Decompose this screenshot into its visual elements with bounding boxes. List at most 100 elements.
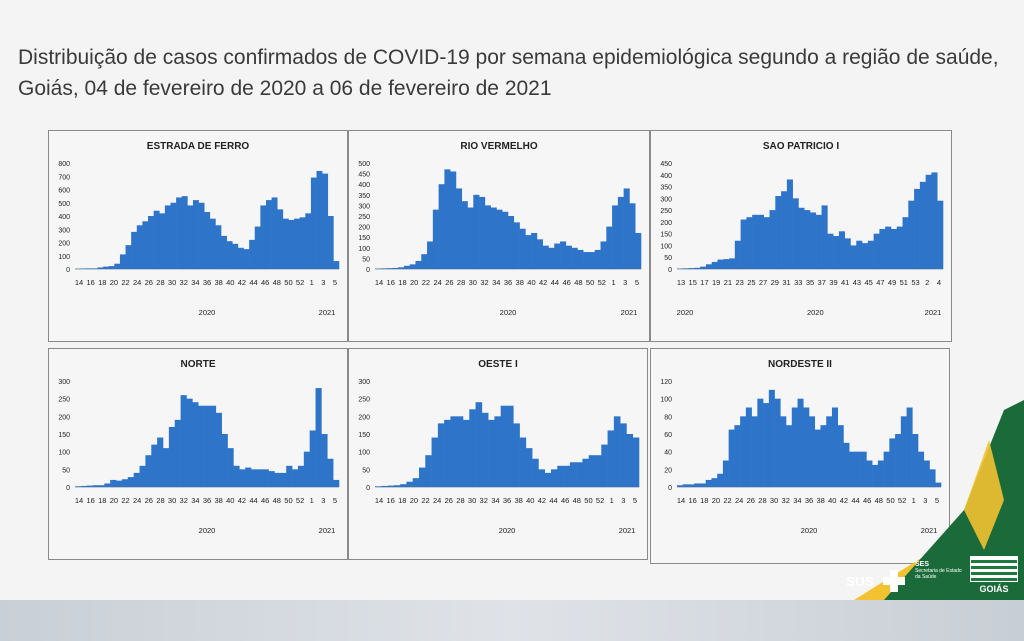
year-label: 2020 xyxy=(199,308,216,317)
x-tick-label: 49 xyxy=(888,278,896,287)
bar xyxy=(419,467,426,487)
bar xyxy=(386,268,393,269)
y-tick-label: 350 xyxy=(660,185,672,192)
x-tick-label: 22 xyxy=(121,496,129,505)
bar xyxy=(752,214,759,269)
bar xyxy=(303,451,310,487)
bar xyxy=(221,235,227,270)
goias-logo: GOIÁS xyxy=(970,556,1018,596)
bar xyxy=(280,472,287,487)
x-tick-label: 30 xyxy=(168,496,176,505)
bar xyxy=(387,485,395,487)
bar xyxy=(380,268,387,269)
chart-title: RIO VERMELHO xyxy=(460,141,537,152)
y-tick-label: 250 xyxy=(660,208,672,215)
y-tick-label: 250 xyxy=(58,397,70,404)
x-tick-label: 22 xyxy=(422,278,430,287)
bar xyxy=(923,460,930,487)
x-tick-label: 38 xyxy=(816,496,824,505)
x-tick-label: 38 xyxy=(214,496,222,505)
x-tick-label: 33 xyxy=(794,278,802,287)
x-tick-label: 32 xyxy=(480,496,488,505)
x-tick-label: 50 xyxy=(886,496,894,505)
y-tick-label: 450 xyxy=(660,161,672,168)
bar xyxy=(563,465,571,487)
yellow-peak-shape xyxy=(964,440,1004,550)
bar xyxy=(833,236,840,269)
bar xyxy=(80,485,88,487)
bar xyxy=(333,479,340,487)
y-tick-label: 800 xyxy=(58,161,70,168)
bar xyxy=(98,485,105,487)
x-tick-label: 34 xyxy=(793,496,801,505)
bar xyxy=(251,469,258,487)
x-tick-label: 25 xyxy=(747,278,755,287)
bar xyxy=(583,252,590,269)
x-tick-label: 52 xyxy=(898,496,906,505)
bar xyxy=(204,405,211,487)
bar xyxy=(557,465,564,487)
bar xyxy=(532,458,539,487)
bar xyxy=(850,245,857,269)
year-label: 2021 xyxy=(619,526,636,535)
bar xyxy=(577,249,584,269)
y-tick-label: 50 xyxy=(664,255,672,262)
x-tick-label: 20 xyxy=(110,496,118,505)
bar xyxy=(606,226,613,269)
x-tick-label: 46 xyxy=(562,278,570,287)
bar xyxy=(694,267,701,269)
bar xyxy=(159,213,166,269)
chart-panel-sao-patricio-i: SAO PATRICIO I 450 400 350 300 250 200 150 100 50… xyxy=(650,130,952,342)
bar xyxy=(209,218,216,269)
year-label: 2020 xyxy=(199,526,216,535)
chart-svg: RIO VERMELHO5004504003503002502001501005… xyxy=(358,141,642,317)
x-tick-label: 18 xyxy=(98,496,106,505)
x-tick-label: 52 xyxy=(596,496,604,505)
bar xyxy=(694,483,701,487)
bar xyxy=(427,241,434,269)
bar xyxy=(688,268,695,269)
bar xyxy=(757,214,765,269)
x-tick-label: 18 xyxy=(398,278,406,287)
bar xyxy=(148,216,154,269)
y-tick-label: 300 xyxy=(358,203,370,210)
bar xyxy=(392,267,399,269)
bar xyxy=(918,451,925,487)
x-tick-label: 20 xyxy=(410,278,418,287)
year-label: 2020 xyxy=(499,526,516,535)
x-tick-label: 40 xyxy=(226,278,234,287)
y-tick-label: 300 xyxy=(58,379,70,386)
x-tick-label: 5 xyxy=(635,278,639,287)
bar xyxy=(601,444,608,487)
x-tick-label: 28 xyxy=(457,278,465,287)
x-tick-label: 4 xyxy=(937,278,941,287)
bar xyxy=(186,398,193,487)
bar xyxy=(889,438,896,487)
bar xyxy=(496,209,503,269)
y-tick-label: 50 xyxy=(362,256,370,263)
bar xyxy=(322,173,329,269)
bar xyxy=(91,268,98,269)
bar xyxy=(791,407,798,487)
y-tick-label: 60 xyxy=(664,432,672,439)
bar xyxy=(620,423,627,487)
x-tick-label: 34 xyxy=(492,278,500,287)
bar xyxy=(873,233,880,269)
ses-subtitle: Secretaria de Estado da Saúde xyxy=(915,568,962,580)
x-tick-label: 51 xyxy=(900,278,908,287)
bar xyxy=(327,216,334,269)
bar xyxy=(594,249,601,269)
bar xyxy=(711,478,718,487)
sus-logo: SUS xyxy=(846,574,875,589)
bar xyxy=(507,405,514,487)
year-label: 2020 xyxy=(801,526,818,535)
x-tick-label: 42 xyxy=(238,278,246,287)
x-tick-label: 5 xyxy=(935,496,939,505)
bar xyxy=(305,213,312,269)
y-tick-label: 0 xyxy=(366,485,370,492)
y-tick-label: 80 xyxy=(664,414,672,421)
x-tick-label: 44 xyxy=(851,496,859,505)
bottom-band xyxy=(0,600,1024,641)
bar xyxy=(820,425,827,487)
x-tick-label: 38 xyxy=(214,278,222,287)
